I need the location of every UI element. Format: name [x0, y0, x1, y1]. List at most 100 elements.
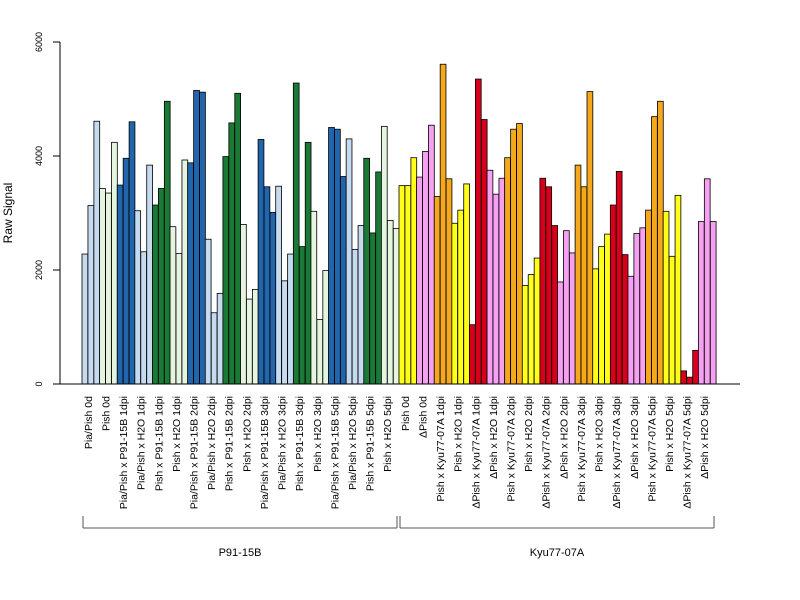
x-tick-label: Pish x H2O 2dpi	[523, 396, 535, 472]
bar	[81, 253, 89, 385]
bar	[357, 225, 365, 385]
bar	[545, 186, 553, 385]
bar	[193, 90, 200, 385]
bar	[416, 176, 423, 385]
bar	[322, 270, 330, 385]
y-tick-label: 2000	[34, 260, 44, 280]
bar	[152, 204, 159, 385]
x-tick-label: Pish x P91-15B 5dpi	[365, 396, 377, 491]
bar	[527, 274, 535, 385]
x-tick-label: Pish x P91-15B 3dpi	[294, 396, 306, 491]
group-label: Kyu77-07A	[530, 547, 585, 559]
bar	[580, 186, 588, 385]
bar	[228, 122, 236, 385]
bar	[463, 183, 470, 385]
bar	[674, 194, 682, 385]
y-axis: 0 2000 4000 6000	[34, 32, 61, 387]
bar	[586, 91, 594, 385]
bar	[680, 370, 687, 385]
bar	[116, 184, 124, 385]
bar	[457, 209, 464, 385]
bar	[609, 204, 617, 385]
bar	[375, 171, 382, 385]
x-tick-label: Pish 0d	[400, 396, 412, 431]
bar	[187, 162, 194, 385]
x-tick-label: Pish x Kyu77-07A 2dpi	[505, 396, 517, 502]
x-tick-label: ΔPish x Kyu77-07A 2dpi	[541, 396, 553, 509]
bar	[533, 257, 541, 385]
x-tick-label: Pia/Pish x P91-15B 2dpi	[188, 396, 200, 509]
bar	[269, 212, 277, 385]
bar	[222, 156, 230, 385]
bar	[369, 232, 376, 385]
bar	[645, 209, 652, 385]
y-axis-label: Raw Signal	[1, 183, 15, 244]
y-tick-label: 6000	[34, 32, 44, 52]
bar	[510, 128, 517, 385]
bars-layer	[81, 63, 717, 385]
bar	[345, 138, 353, 385]
bar	[451, 222, 459, 385]
x-tick-label: Pish x P91-15B 2dpi	[224, 396, 236, 491]
x-tick-label: Pish x H2O 5dpi	[382, 396, 394, 472]
x-tick-label: Pia/Pish 0d	[83, 396, 95, 449]
bar	[240, 223, 247, 385]
bar	[398, 185, 406, 385]
bar	[492, 193, 500, 385]
bar	[709, 221, 717, 385]
bar	[474, 78, 482, 385]
x-tick-label: Pia/Pish x P91-15B 1dpi	[118, 396, 130, 509]
bar	[392, 227, 400, 385]
bar	[598, 246, 605, 385]
bar	[122, 157, 130, 385]
bar	[210, 312, 218, 385]
x-tick-label: ΔPish x H2O 3dpi	[629, 396, 641, 479]
bar	[651, 116, 658, 385]
bar	[422, 151, 429, 385]
bar	[169, 226, 177, 385]
bar	[181, 159, 189, 385]
bar	[263, 186, 271, 385]
bar	[516, 123, 523, 385]
x-tick-label: ΔPish x H2O 2dpi	[558, 396, 570, 479]
x-tick-label: Pia/Pish x H2O 2dpi	[206, 396, 218, 490]
bar	[351, 249, 359, 385]
bar	[257, 139, 265, 385]
bar	[380, 125, 388, 385]
x-tick-label: Pish x H2O 1dpi	[453, 396, 465, 472]
x-tick-label: ΔPish x Kyu77-07A 1dpi	[470, 396, 482, 509]
bar	[87, 205, 95, 385]
bar	[539, 177, 547, 385]
bar	[292, 82, 300, 385]
bar	[433, 196, 441, 385]
x-tick-label: Pish 0d	[100, 396, 112, 431]
bar	[615, 170, 623, 385]
bar	[216, 292, 224, 385]
x-tick-label: Pish x P91-15B 1dpi	[153, 396, 165, 491]
bar	[340, 176, 347, 385]
bar	[668, 255, 676, 385]
x-tick-label: ΔPish x Kyu77-07A 5dpi	[682, 396, 694, 509]
bar	[199, 91, 206, 385]
bar	[234, 92, 241, 385]
bar	[551, 225, 558, 385]
x-tick-label: Pish x H2O 3dpi	[594, 396, 606, 472]
bar	[639, 227, 647, 385]
x-tick-label: Pish x H2O 1dpi	[171, 396, 183, 472]
bar	[93, 120, 101, 385]
bar	[662, 210, 670, 385]
bar	[410, 157, 418, 385]
bar	[445, 178, 453, 385]
bar	[163, 100, 171, 385]
bar	[246, 298, 253, 385]
bar	[557, 281, 564, 385]
bar	[504, 157, 511, 385]
x-tick-label: ΔPish x Kyu77-07A 3dpi	[611, 396, 623, 509]
x-tick-label: Pia/Pish x H2O 1dpi	[136, 396, 148, 490]
x-tick-label: Pia/Pish x P91-15B 3dpi	[259, 396, 271, 509]
y-tick-label: 4000	[34, 146, 44, 166]
bar	[592, 268, 599, 385]
bar	[633, 233, 641, 385]
bar	[146, 164, 153, 385]
